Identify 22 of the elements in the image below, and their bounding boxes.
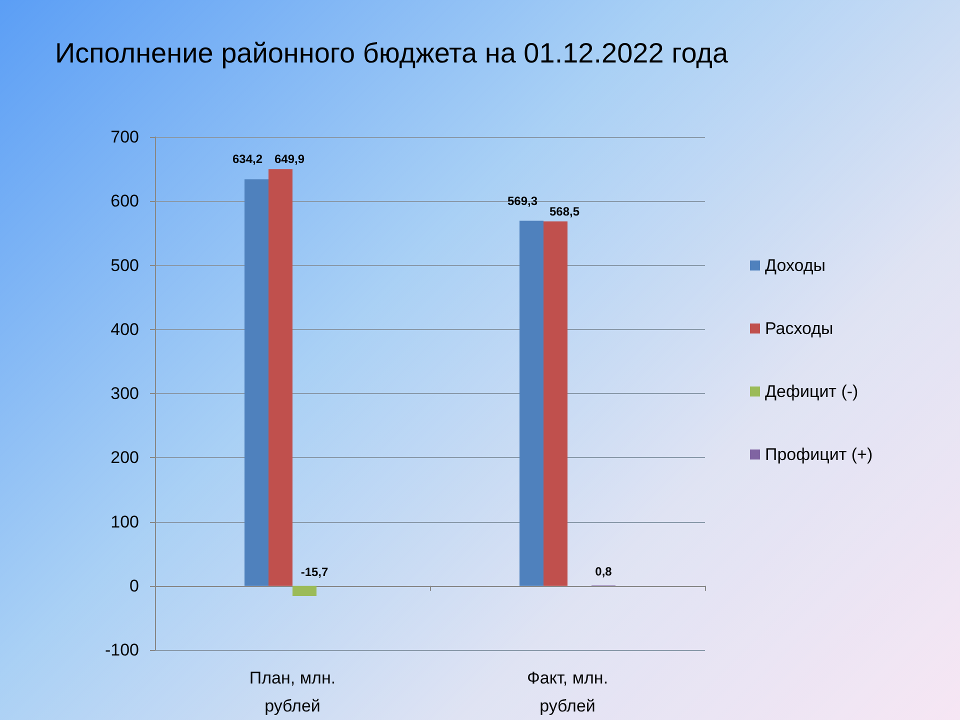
y-tick-label: -100 [104, 640, 139, 660]
y-tick-label: 500 [110, 256, 139, 275]
legend-label: Расходы [765, 319, 834, 338]
y-tick-label: 200 [110, 448, 139, 468]
data-label: 569,3 [507, 194, 538, 208]
y-tick-label: 100 [110, 512, 139, 532]
legend-label: Дефицит (-) [765, 382, 858, 401]
legend-label: Доходы [765, 256, 826, 275]
x-tick-label: План, млн. рублей [249, 668, 336, 716]
legend-label: Профицит (+) [765, 445, 873, 464]
chart-title: Исполнение районного бюджета на 01.12.2022 года [55, 38, 728, 68]
y-tick-label: 400 [110, 320, 139, 339]
x-tick-label: Факт, млн. рублей [526, 668, 608, 716]
y-tick-label: 600 [110, 192, 139, 211]
data-label: -15,7 [300, 564, 328, 579]
data-label: 649,9 [274, 152, 305, 166]
data-label: 634,2 [232, 152, 263, 166]
data-label: 568,5 [549, 204, 580, 218]
data-label: 0,8 [595, 564, 612, 578]
y-tick-label: 0 [130, 576, 139, 596]
y-tick-label: 300 [110, 384, 139, 403]
y-tick-label: 700 [110, 128, 139, 146]
